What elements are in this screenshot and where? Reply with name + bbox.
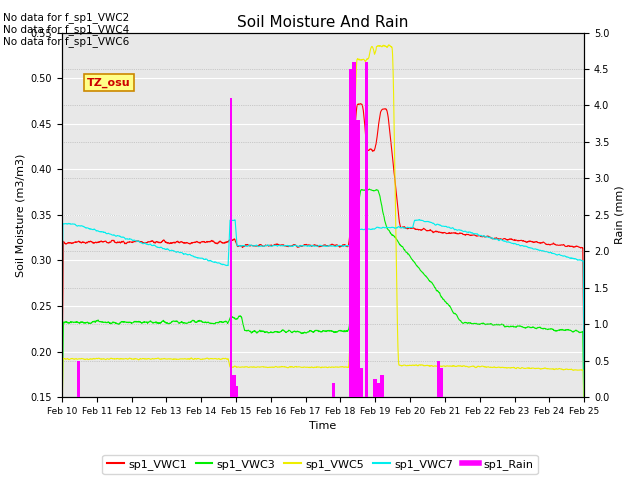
Text: No data for f_sp1_VWC4: No data for f_sp1_VWC4	[3, 24, 129, 35]
Title: Soil Moisture And Rain: Soil Moisture And Rain	[237, 15, 409, 30]
X-axis label: Time: Time	[309, 421, 337, 432]
Y-axis label: Rain (mm): Rain (mm)	[615, 186, 625, 244]
Legend: sp1_VWC1, sp1_VWC3, sp1_VWC5, sp1_VWC7, sp1_Rain: sp1_VWC1, sp1_VWC3, sp1_VWC5, sp1_VWC7, …	[102, 455, 538, 474]
Y-axis label: Soil Moisture (m3/m3): Soil Moisture (m3/m3)	[15, 153, 25, 276]
Text: No data for f_sp1_VWC6: No data for f_sp1_VWC6	[3, 36, 129, 47]
Text: No data for f_sp1_VWC2: No data for f_sp1_VWC2	[3, 12, 129, 23]
Text: TZ_osu: TZ_osu	[87, 77, 131, 87]
